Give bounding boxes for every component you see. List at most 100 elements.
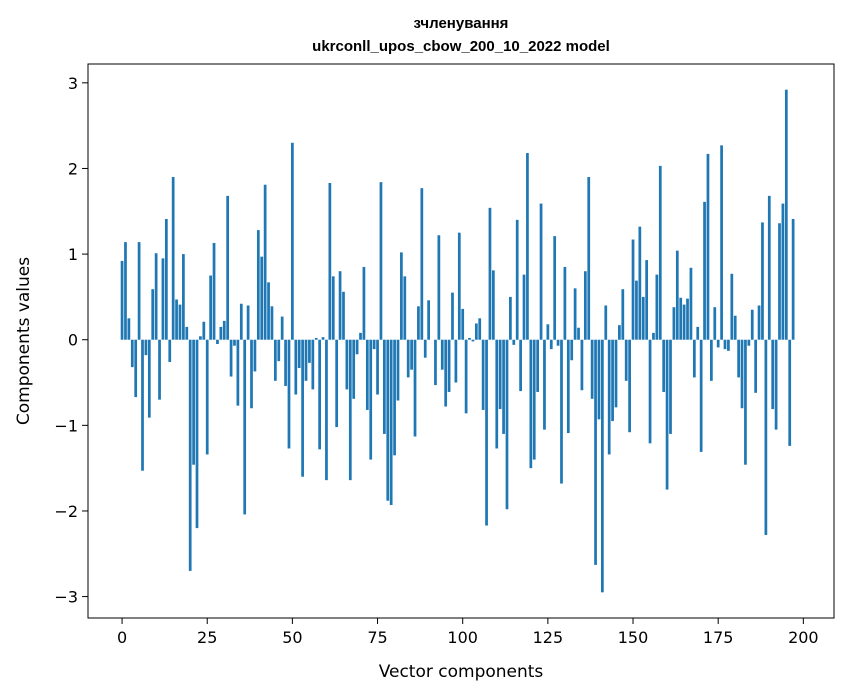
bar-39 [253,339,257,372]
bar-101 [464,339,468,414]
bar-155 [648,339,652,444]
bar-161 [669,339,672,434]
bar-51 [294,339,298,395]
bar-95 [444,339,448,407]
bar-87 [417,306,420,340]
bar-188 [761,222,764,340]
bar-170 [699,339,703,452]
bar-44 [270,306,274,340]
bar-9 [151,289,155,340]
bar-181 [737,339,740,378]
bar-98 [454,339,458,383]
bar-173 [710,339,713,381]
bar-116 [515,219,519,340]
bar-156 [652,332,655,340]
bar-31 [226,195,230,340]
bar-197 [791,218,795,340]
bar-40 [256,230,260,340]
bar-73 [369,339,373,460]
bar-47 [280,316,284,340]
bar-5 [137,242,141,340]
bar-164 [679,297,683,340]
bar-59 [321,337,325,340]
bar-102 [468,338,471,340]
bar-65 [342,291,345,340]
bar-12 [161,258,165,340]
bar-174 [713,307,717,340]
bar-105 [478,318,482,340]
bar-81 [396,339,400,401]
bar-152 [638,226,642,340]
bar-21 [192,339,195,465]
bar-123 [539,203,543,340]
bar-121 [532,339,536,460]
x-tick-label: 200 [788,628,819,647]
bar-180 [733,315,737,340]
bar-85 [410,339,413,370]
x-tick-label: 150 [618,628,649,647]
y-tick-label: 0 [68,331,78,350]
bar-69 [355,339,359,355]
bar-175 [716,339,720,348]
bar-127 [553,236,557,340]
bar-196 [788,339,792,446]
bar-80 [393,339,396,456]
bar-137 [587,177,591,340]
bar-148 [624,339,628,381]
bar-97 [451,292,454,340]
bar-157 [655,274,659,340]
bar-145 [614,339,618,408]
bar-94 [440,339,444,370]
x-tick-label: 0 [117,628,127,647]
bar-46 [277,339,281,362]
bar-171 [703,201,706,340]
bar-78 [386,339,390,501]
bar-55 [308,339,311,363]
bar-113 [505,339,509,510]
bar-33 [233,339,236,346]
bar-6 [141,339,144,471]
bar-71 [362,266,366,340]
plot-area-frame [87,63,835,619]
bar-114 [509,296,512,340]
chart-subtitle: ukrconll_upos_cbow_200_10_2022 model [312,38,610,55]
y-axis-ticks: −3 −2 −1 0 1 2 3 [54,74,88,607]
bar-3 [130,339,134,368]
bar-131 [566,339,570,434]
bar-25 [205,339,209,455]
bar-109 [492,270,495,340]
bar-86 [413,339,417,437]
bar-68 [352,339,356,399]
bar-17 [178,304,182,340]
bar-191 [771,339,775,410]
y-axis-label: Components values [14,257,34,425]
bar-120 [529,339,533,469]
bar-41 [260,256,264,340]
bar-64 [338,271,342,340]
bar-89 [423,339,427,358]
bar-15 [171,177,175,340]
x-tick-label: 125 [533,628,564,647]
bar-60 [325,339,328,481]
bar-61 [328,183,332,340]
bar-166 [686,298,689,340]
bar-124 [543,339,546,430]
bar-27 [212,242,216,340]
bar-100 [461,308,465,340]
bar-48 [284,339,287,386]
bar-190 [767,195,771,340]
bar-183 [744,339,747,465]
bar-76 [379,182,383,340]
bar-185 [750,309,754,340]
bar-159 [662,339,666,392]
bar-141 [601,339,604,593]
y-tick-label: −2 [54,502,78,521]
bar-99 [457,232,461,340]
bar-92 [434,339,437,386]
bar-110 [495,339,499,449]
bar-82 [400,252,403,340]
bar-103 [471,339,475,342]
y-tick-label: −1 [54,416,78,435]
bar-104 [474,323,478,340]
